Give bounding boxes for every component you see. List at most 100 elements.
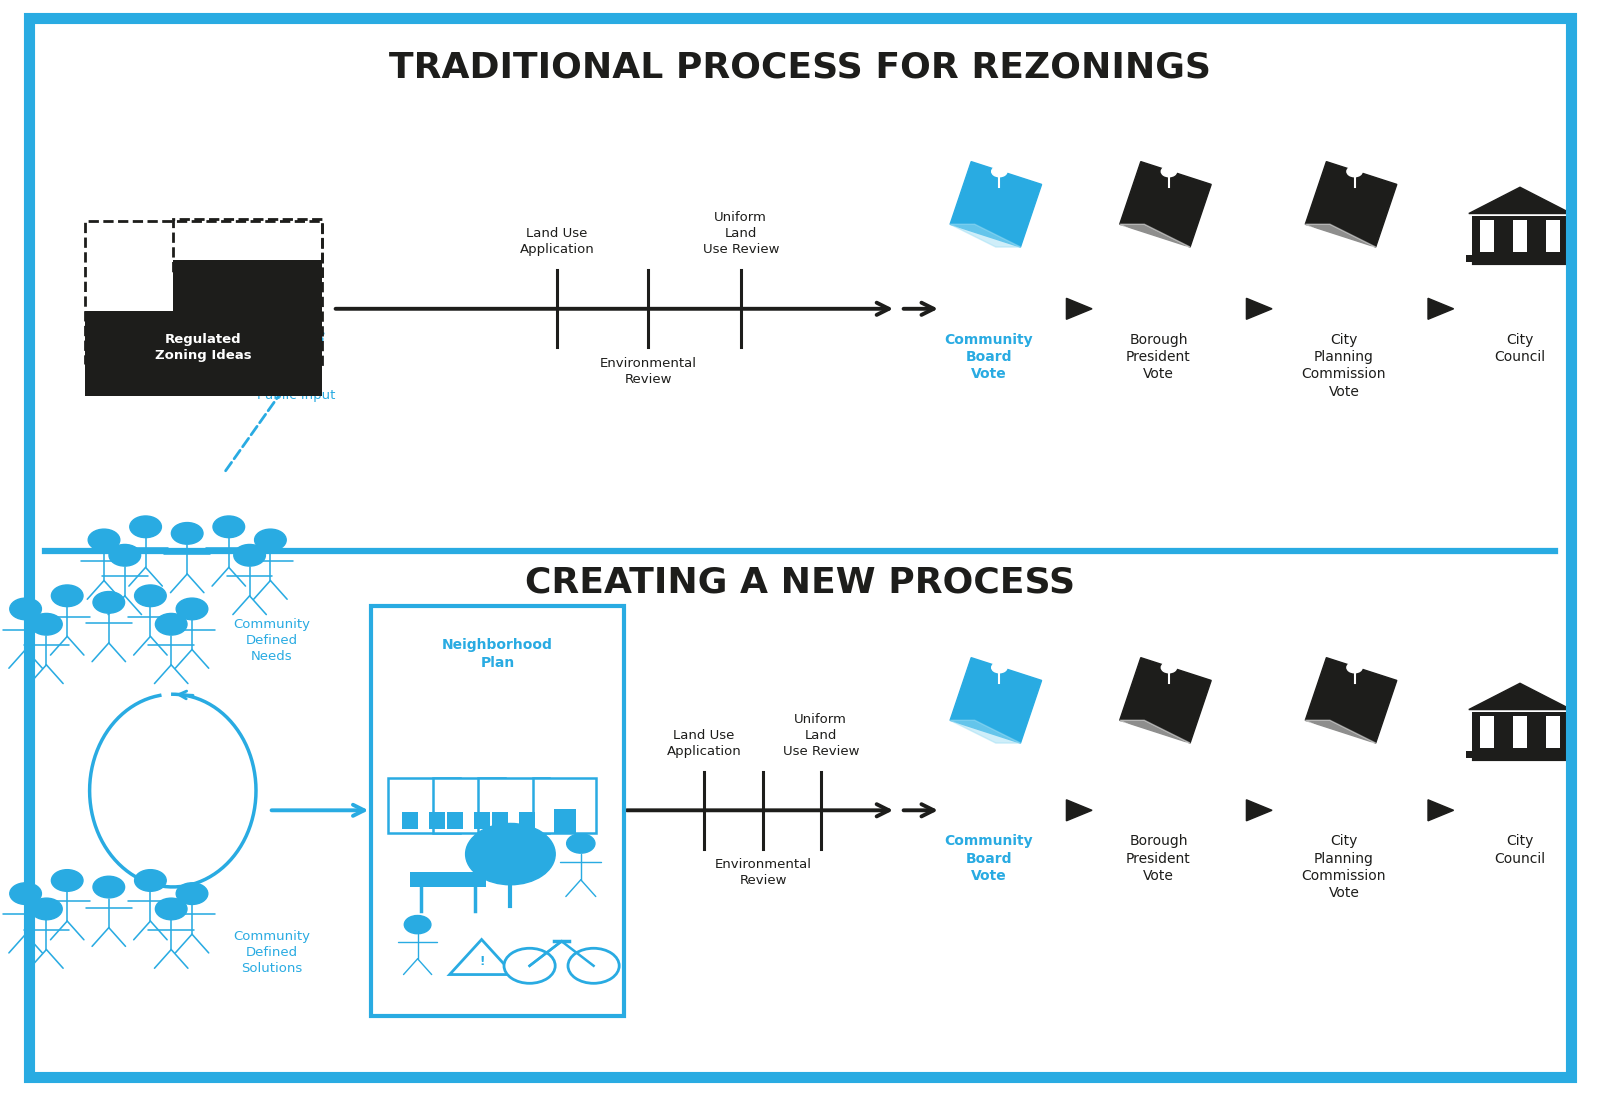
Text: !: ! [478,955,485,968]
Text: Community
Board
Vote: Community Board Vote [944,333,1034,381]
Text: City
Planning
Commission
Vote: City Planning Commission Vote [1302,333,1386,399]
Polygon shape [1306,658,1397,744]
Text: Community
Defined
Needs: Community Defined Needs [234,618,310,664]
Circle shape [566,833,595,853]
Circle shape [130,516,162,538]
FancyBboxPatch shape [410,872,486,887]
FancyBboxPatch shape [493,816,507,825]
Text: Borough
President
Vote: Borough President Vote [1126,834,1190,883]
FancyBboxPatch shape [533,779,597,833]
Text: TRADITIONAL PROCESS FOR REZONINGS: TRADITIONAL PROCESS FOR REZONINGS [389,50,1211,85]
Circle shape [1347,662,1362,672]
FancyBboxPatch shape [1472,216,1568,255]
Circle shape [504,948,555,983]
Text: City
Planning
Commission
Vote: City Planning Commission Vote [1302,834,1386,900]
FancyBboxPatch shape [1514,220,1526,252]
Circle shape [155,898,187,920]
FancyBboxPatch shape [493,811,507,820]
FancyBboxPatch shape [474,811,490,820]
Polygon shape [1429,799,1454,821]
Polygon shape [1066,298,1091,320]
FancyBboxPatch shape [434,779,504,833]
FancyBboxPatch shape [448,816,462,825]
Polygon shape [950,224,1021,247]
FancyBboxPatch shape [478,779,549,833]
Circle shape [109,544,141,566]
Polygon shape [450,940,514,975]
Circle shape [30,898,62,920]
Circle shape [1347,166,1362,176]
Polygon shape [1429,298,1454,320]
FancyBboxPatch shape [1472,712,1568,751]
Circle shape [93,876,125,898]
FancyBboxPatch shape [429,820,445,829]
FancyBboxPatch shape [1546,220,1560,252]
Text: Land Use
Application: Land Use Application [520,228,594,256]
FancyBboxPatch shape [474,816,490,825]
Text: Community
Defined
Solutions: Community Defined Solutions [234,930,310,976]
FancyBboxPatch shape [429,816,445,825]
Text: Neighborhood
Plan: Neighborhood Plan [442,638,554,670]
Circle shape [171,522,203,544]
Text: Community
Board
Vote: Community Board Vote [944,834,1034,883]
Circle shape [405,915,430,934]
FancyBboxPatch shape [85,260,173,311]
FancyBboxPatch shape [518,811,534,820]
Circle shape [134,585,166,607]
FancyBboxPatch shape [389,779,459,833]
Circle shape [176,598,208,620]
FancyBboxPatch shape [448,820,462,829]
Polygon shape [950,721,1021,744]
Circle shape [213,516,245,538]
Text: Uniform
Land
Use Review: Uniform Land Use Review [702,211,779,256]
Polygon shape [1306,721,1376,744]
FancyBboxPatch shape [554,809,576,833]
FancyBboxPatch shape [403,820,418,829]
Polygon shape [950,162,1042,247]
FancyBboxPatch shape [371,606,624,1016]
Circle shape [254,529,286,551]
FancyBboxPatch shape [448,811,462,820]
Polygon shape [1120,721,1190,744]
Text: CREATING A NEW PROCESS: CREATING A NEW PROCESS [525,565,1075,600]
Circle shape [30,613,62,635]
Circle shape [992,662,1006,672]
Text: Regulated
Zoning Ideas: Regulated Zoning Ideas [155,333,251,361]
Polygon shape [1469,683,1571,710]
FancyBboxPatch shape [1466,255,1574,262]
Circle shape [155,613,187,635]
Text: City
Council: City Council [1494,333,1546,365]
Circle shape [10,598,42,620]
FancyBboxPatch shape [1466,751,1574,758]
Circle shape [1162,166,1176,176]
Circle shape [51,585,83,607]
FancyBboxPatch shape [403,816,418,825]
Polygon shape [1246,799,1272,821]
FancyBboxPatch shape [1514,716,1526,748]
FancyBboxPatch shape [518,816,534,825]
Circle shape [568,948,619,983]
Polygon shape [1306,162,1397,247]
FancyBboxPatch shape [493,820,507,829]
Text: Environmental
Review: Environmental Review [715,858,811,887]
Circle shape [10,883,42,904]
Polygon shape [1306,224,1376,247]
Polygon shape [1469,187,1571,214]
FancyBboxPatch shape [1546,716,1560,748]
Circle shape [88,529,120,551]
Polygon shape [1120,224,1190,247]
FancyBboxPatch shape [1480,716,1494,748]
Text: Land Use
Application: Land Use Application [667,729,741,758]
Polygon shape [950,658,1042,744]
Polygon shape [1066,799,1091,821]
Polygon shape [1120,658,1211,744]
Text: Uniform
Land
Use Review: Uniform Land Use Review [782,713,859,758]
Text: City
Council: City Council [1494,834,1546,866]
FancyBboxPatch shape [429,811,445,820]
FancyBboxPatch shape [1480,220,1494,252]
Text: Borough
President
Vote: Borough President Vote [1126,333,1190,381]
Polygon shape [1120,162,1211,247]
FancyBboxPatch shape [403,811,418,820]
Text: Environmental
Review: Environmental Review [600,357,696,385]
Polygon shape [1246,298,1272,320]
